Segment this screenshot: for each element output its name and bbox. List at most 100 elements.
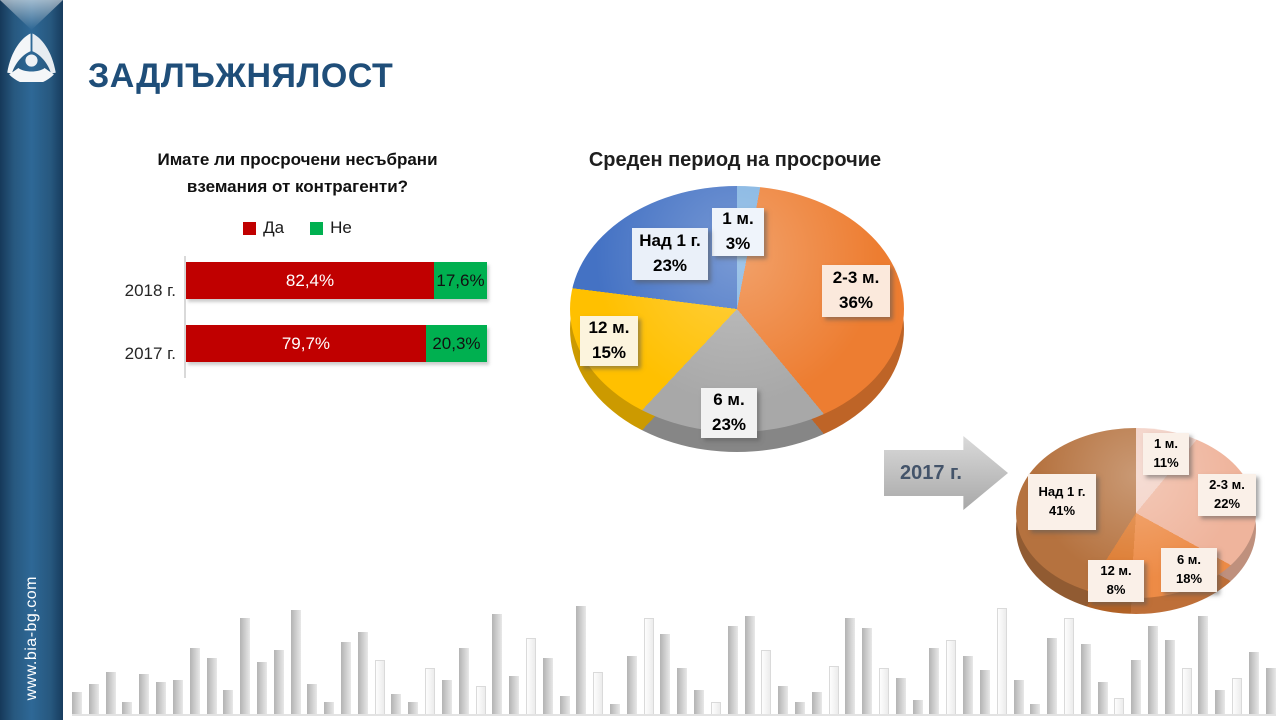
decor-bar	[408, 702, 419, 714]
decor-bar	[542, 658, 553, 714]
callout-label: 1 м.	[722, 209, 754, 229]
callout-value: 15%	[591, 343, 627, 362]
decor-bar	[694, 690, 705, 714]
callout-value: 8%	[1106, 582, 1126, 597]
decor-bar	[1164, 640, 1175, 714]
bar-chart-rows: 82,4% 17,6% 79,7% 20,3%	[186, 262, 487, 388]
callout-value: 41%	[1048, 503, 1076, 518]
legend-swatch-yes	[243, 221, 257, 235]
bia-logo-icon	[7, 33, 56, 82]
decor-bar	[610, 704, 620, 714]
year-2017-arrow-label: 2017 г.	[900, 461, 962, 484]
decor-bar	[492, 614, 503, 714]
decor-bar	[1013, 680, 1024, 714]
callout-value: 36%	[838, 293, 874, 312]
bar-chart-axis-line	[184, 256, 186, 378]
legend-item-yes: Да	[243, 218, 284, 238]
sidebar: www.bia-bg.com	[0, 0, 63, 720]
callout-label: 2-3 м.	[832, 268, 880, 288]
bar-row-2018: 82,4% 17,6%	[186, 262, 487, 299]
decor-bar	[963, 656, 974, 714]
decor-bar	[1047, 638, 1058, 714]
decor-bar	[879, 668, 889, 714]
callout-value: 23%	[652, 256, 688, 275]
decor-bar	[862, 628, 873, 714]
decor-bar	[929, 648, 940, 714]
decor-bar	[744, 616, 755, 714]
decor-bar	[441, 680, 452, 714]
decor-bar	[223, 690, 234, 714]
decor-bar	[761, 650, 772, 714]
decor-bar	[290, 610, 301, 714]
callout-value: 22%	[1213, 496, 1241, 511]
decor-bar	[660, 634, 671, 714]
callout-value: 18%	[1175, 571, 1203, 586]
decor-bar	[794, 702, 805, 714]
decor-bar	[324, 702, 335, 714]
decor-bar	[1148, 626, 1158, 714]
bar-chart-legend: Да Не	[95, 218, 500, 238]
callout-label: 6 м.	[713, 390, 745, 410]
decor-bar	[895, 678, 906, 714]
legend-swatch-no	[310, 221, 324, 235]
decor-bar	[425, 668, 436, 714]
decor-bar	[710, 702, 721, 714]
decor-bar	[509, 676, 520, 714]
decor-bar	[1080, 644, 1091, 714]
decor-bar	[341, 642, 351, 714]
decor-bar	[391, 694, 402, 714]
bar-segment-yes-2017: 79,7%	[186, 325, 426, 362]
decor-bar	[1131, 660, 1142, 714]
pie-2018-callout-6m: 6 м. 23%	[701, 388, 757, 438]
bar-value-no-2018: 17,6%	[436, 270, 485, 290]
decor-bar	[88, 684, 99, 714]
decor-bar	[845, 618, 856, 714]
decor-bar	[139, 674, 150, 714]
callout-label: Над 1 г.	[639, 231, 701, 251]
legend-label-no: Не	[330, 218, 352, 237]
bar-value-no-2017: 20,3%	[432, 333, 481, 353]
decor-bar	[996, 608, 1007, 714]
bar-segment-no-2018: 17,6%	[434, 262, 487, 299]
decor-bar	[307, 684, 318, 714]
decor-bar	[525, 638, 536, 714]
decor-bar	[1215, 690, 1226, 714]
pie-2017-callout-12m: 12 м. 8%	[1088, 560, 1144, 602]
decor-bar	[122, 702, 133, 714]
decor-bar	[1232, 678, 1243, 714]
decorative-bar-skyline	[72, 598, 1276, 716]
decor-bar	[1265, 668, 1276, 714]
legend-item-no: Не	[310, 218, 352, 238]
pie-2017-callout-over1y: Над 1 г. 41%	[1028, 474, 1096, 530]
decor-bar	[979, 670, 990, 714]
decor-bar	[912, 700, 923, 714]
decor-bar	[1030, 704, 1041, 714]
callout-label: 12 м.	[1100, 563, 1132, 579]
callout-label: 2-3 м.	[1209, 477, 1245, 493]
callout-label: Над 1 г.	[1038, 484, 1086, 500]
decor-bar	[593, 672, 604, 714]
bar-value-yes-2017: 79,7%	[281, 333, 331, 353]
decor-bar	[811, 692, 822, 714]
callout-label: 12 м.	[588, 318, 630, 338]
decor-bar	[357, 632, 368, 714]
bar-chart-title: Имате ли просрочени несъбрани вземания о…	[95, 146, 500, 200]
decor-bar	[458, 648, 469, 714]
decor-bar	[1097, 682, 1108, 714]
decor-bar	[1181, 668, 1192, 714]
pie-2018-callout-1m: 1 м. 3%	[712, 208, 764, 256]
pie-2017-callout-1m: 1 м. 11%	[1143, 433, 1189, 475]
decor-bar	[643, 618, 654, 714]
pie-chart-2017: 1 м. 11% 2-3 м. 22% 6 м. 18% 12 м. 8% На…	[1016, 428, 1268, 616]
legend-label-yes: Да	[263, 218, 285, 237]
pie-2017-callout-6m: 6 м. 18%	[1161, 548, 1217, 592]
pie-2018-callout-12m: 12 м. 15%	[580, 316, 638, 366]
callout-value: 3%	[725, 234, 751, 253]
decor-bar	[576, 606, 587, 714]
pie-chart-2018: 1 м. 3% 2-3 м. 36% 6 м. 23% 12 м. 15% На…	[570, 186, 904, 454]
decor-bar	[727, 626, 738, 714]
decor-bar	[240, 618, 251, 714]
pie-2018-callout-2-3m: 2-3 м. 36%	[822, 265, 890, 317]
bar-value-yes-2018: 82,4%	[285, 270, 335, 290]
decor-bar	[374, 660, 385, 714]
